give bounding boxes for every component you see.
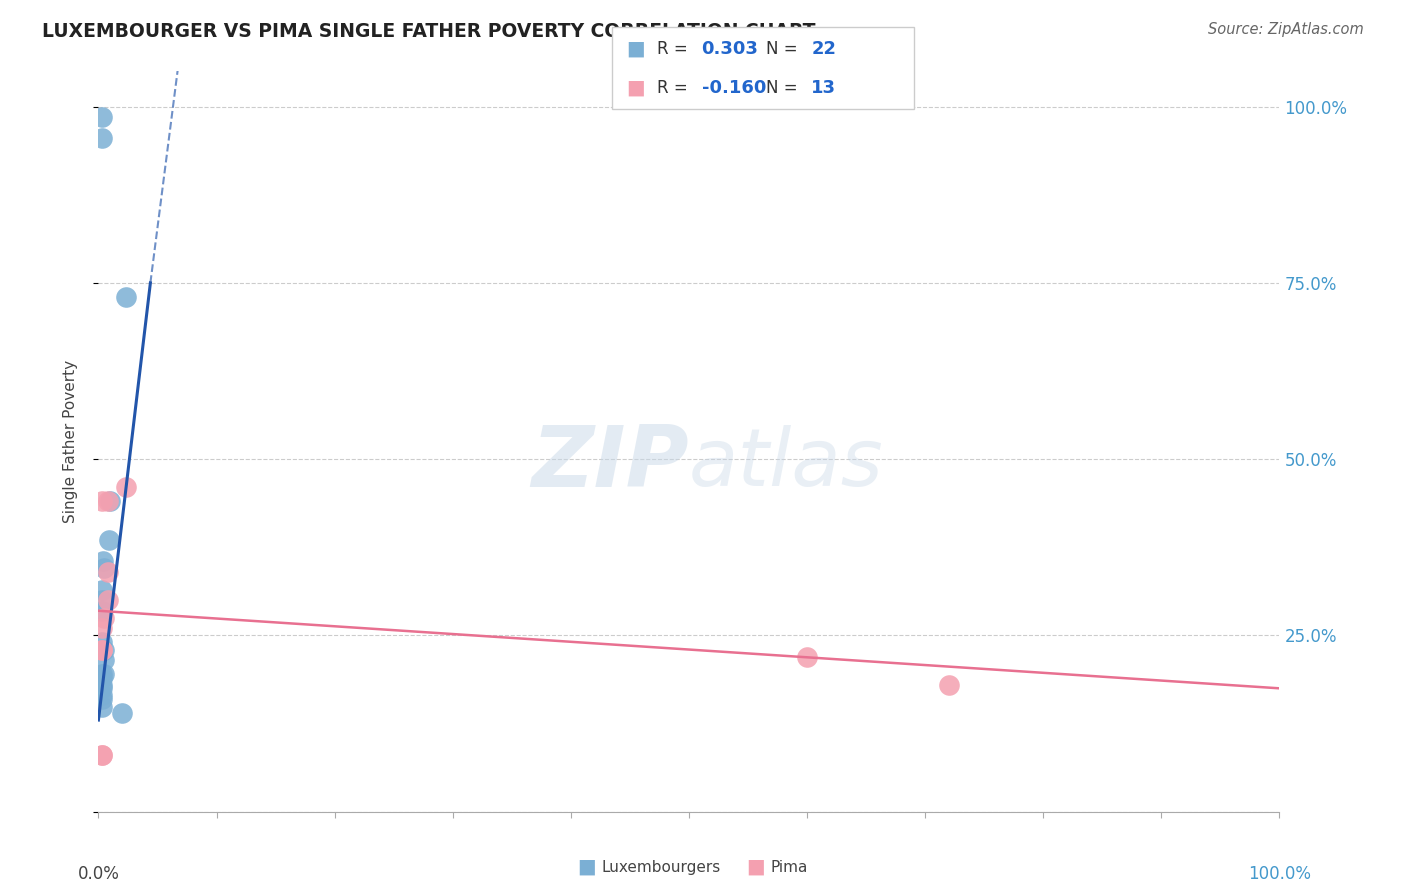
Text: Pima: Pima — [770, 860, 808, 874]
Text: atlas: atlas — [689, 425, 884, 503]
Point — [98, 533, 121, 548]
Text: 100.0%: 100.0% — [1249, 864, 1310, 882]
Point — [91, 604, 114, 618]
Text: ▪: ▪ — [576, 853, 598, 881]
Point — [93, 667, 115, 681]
Point — [114, 290, 136, 304]
Text: 13: 13 — [811, 79, 837, 97]
Point — [91, 681, 114, 696]
Point — [91, 131, 114, 145]
Text: ▪: ▪ — [745, 853, 766, 881]
Point — [114, 480, 136, 494]
Point — [91, 593, 114, 607]
Point — [91, 692, 114, 706]
Point — [91, 667, 114, 681]
Point — [91, 635, 114, 649]
Point — [91, 642, 114, 657]
Point — [93, 561, 115, 575]
Point — [796, 649, 818, 664]
Point — [91, 748, 114, 763]
Text: 0.0%: 0.0% — [77, 864, 120, 882]
Text: R =: R = — [657, 79, 688, 97]
Point — [97, 565, 120, 579]
Point — [91, 689, 114, 703]
Text: Source: ZipAtlas.com: Source: ZipAtlas.com — [1208, 22, 1364, 37]
Text: 0.303: 0.303 — [702, 40, 758, 58]
Text: ▪: ▪ — [626, 74, 647, 103]
Point — [93, 653, 115, 667]
Text: ▪: ▪ — [626, 35, 647, 63]
Point — [91, 494, 114, 508]
Point — [91, 671, 114, 685]
Text: N =: N = — [766, 79, 797, 97]
Text: Luxembourgers: Luxembourgers — [602, 860, 721, 874]
Point — [93, 642, 115, 657]
Point — [91, 700, 114, 714]
Point — [91, 621, 114, 635]
Text: R =: R = — [657, 40, 688, 58]
Text: 22: 22 — [811, 40, 837, 58]
Text: ZIP: ZIP — [531, 422, 689, 505]
Point — [91, 110, 114, 124]
Text: -0.160: -0.160 — [702, 79, 766, 97]
Text: LUXEMBOURGER VS PIMA SINGLE FATHER POVERTY CORRELATION CHART: LUXEMBOURGER VS PIMA SINGLE FATHER POVER… — [42, 22, 815, 41]
Point — [93, 611, 115, 625]
Point — [97, 494, 120, 508]
Point — [938, 678, 960, 692]
Point — [91, 582, 114, 597]
Point — [91, 554, 114, 568]
Y-axis label: Single Father Poverty: Single Father Poverty — [63, 360, 77, 523]
Point — [91, 642, 114, 657]
Point — [98, 494, 121, 508]
Point — [111, 706, 134, 720]
Point — [91, 678, 114, 692]
Point — [91, 748, 114, 763]
Point — [97, 593, 120, 607]
Text: N =: N = — [766, 40, 797, 58]
